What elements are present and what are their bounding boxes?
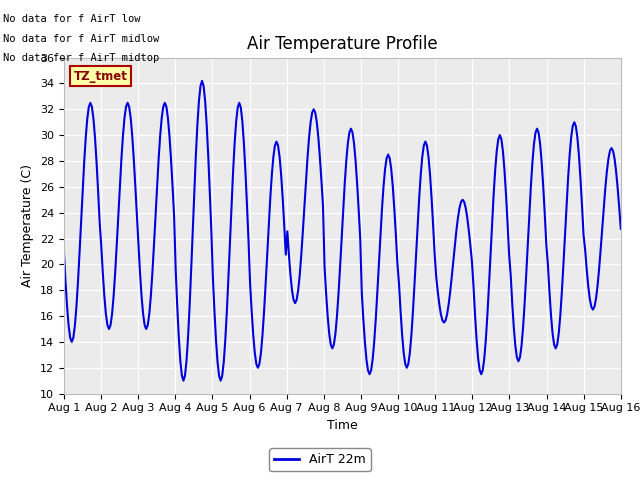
- Legend: AirT 22m: AirT 22m: [269, 448, 371, 471]
- Title: Air Temperature Profile: Air Temperature Profile: [247, 35, 438, 53]
- Y-axis label: Air Temperature (C): Air Temperature (C): [22, 164, 35, 287]
- Text: No data for f AirT midtop: No data for f AirT midtop: [3, 53, 159, 63]
- Text: No data for f AirT low: No data for f AirT low: [3, 14, 141, 24]
- Text: TZ_tmet: TZ_tmet: [74, 70, 127, 83]
- Text: No data for f AirT midlow: No data for f AirT midlow: [3, 34, 159, 44]
- X-axis label: Time: Time: [327, 419, 358, 432]
